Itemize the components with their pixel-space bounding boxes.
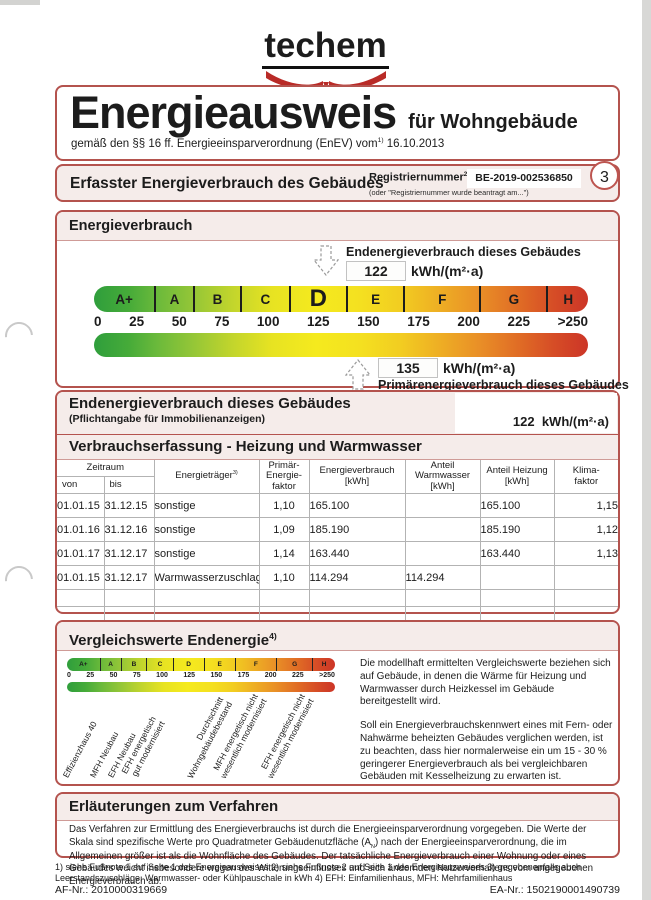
footnote-marker: 4) (269, 631, 277, 641)
verbrauch-table-heading: Verbrauchserfassung - Heizung und Warmwa… (57, 435, 618, 460)
endrow-value: 122 kWh/(m²·a) (455, 393, 617, 433)
title-box: Energieausweis für Wohngebäude gemäß den… (55, 85, 620, 161)
table-row: 01.01.15 31.12.17 Warmwasserzuschlag 1,1… (56, 565, 619, 590)
document-subtitle: für Wohngebäude (408, 111, 578, 133)
registration-number-note: (oder "Registriernummer wurde beantragt … (369, 188, 529, 197)
energieverbrauch-heading: Energieverbrauch (57, 212, 618, 241)
techem-logo: techem (0, 27, 651, 92)
energy-class-c: C (240, 286, 288, 312)
erlaeuterungen-body: Das Verfahren zur Ermittlung des Energie… (69, 824, 593, 888)
arrow-up-icon (345, 359, 371, 390)
col-header-pef: Primär- Energie- faktor (258, 459, 310, 494)
energy-class-e: E (345, 286, 403, 312)
primaerenergie-value: 135 (378, 358, 438, 378)
comparison-explanation-text: Die modellhaft ermittelten Vergleichswer… (360, 658, 613, 795)
energy-gradient-bar (94, 333, 588, 357)
energy-scale: A+ A B C D E F G H 0 25 50 75 100 125 150 175 20… (94, 286, 588, 357)
col-header-bis: bis (103, 476, 155, 494)
section-header-bar: Erfasster Energieverbrauch des Gebäudes … (55, 164, 620, 202)
footnote-marker: 1) (377, 137, 384, 145)
footnote-marker: 2) (464, 171, 470, 178)
reference-numbers: AF-Nr.: 2010000319669 EA-Nr.: 1502190001… (55, 884, 620, 896)
col-header-zeitraum: Zeitraum (56, 459, 155, 477)
section-header-title: Erfasster Energieverbrauch des Gebäudes (70, 175, 384, 192)
table-row: 01.01.16 31.12.16 sonstige 1,09 185.190 … (56, 517, 619, 542)
binder-hole (0, 560, 39, 600)
scan-edge-top (0, 0, 40, 5)
energy-class-b: B (192, 286, 240, 312)
table-row: 01.01.17 31.12.17 sonstige 1,14 163.440 … (56, 541, 619, 566)
endenergie-label: Endenergieverbrauch dieses Gebäudes (346, 245, 581, 259)
document-title: Energieausweis (70, 87, 397, 138)
energy-class-d-current: D (288, 286, 346, 312)
registration-number-label: Registriernummer2) (369, 171, 469, 184)
ea-number: EA-Nr.: 1502190001490739 (489, 884, 620, 896)
energy-class-bands: A+ A B C D E F G H (94, 286, 588, 312)
endenergie-annotation: Endenergieverbrauch dieses Gebäudes 122 k… (313, 245, 581, 281)
col-header-anteil-heizung: Anteil Heizung [kWh] (479, 459, 555, 494)
endenergie-value: 122 (346, 261, 406, 281)
legal-reference: gemäß den §§ 16 ff. Energieeinsparverord… (71, 137, 445, 151)
scan-edge-right (642, 0, 651, 900)
comparison-scale-ticks: 0 25 50 75 100 125 150 175 200 225 >250 (67, 672, 335, 679)
primaerenergie-annotation: 135 kWh/(m²·a) Primärenergieverbrauch die… (345, 358, 629, 392)
page-number-badge: 3 (590, 161, 619, 190)
vergleichswerte-heading: Vergleichswerte Endenergie4) (57, 622, 618, 651)
footnote-line-1: 1) siehe Fußnote 1 auf Seite 1 des Energ… (55, 862, 581, 872)
energy-scale-ticks: 0 25 50 75 100 125 150 175 200 225 >250 (94, 314, 588, 329)
footnote-marker: 3) (232, 470, 238, 477)
footnotes: 1) siehe Fußnote 1 auf Seite 1 des Energ… (55, 862, 620, 885)
energy-class-h: H (546, 286, 587, 312)
endrow-title: Endenergieverbrauch dieses Gebäudes (69, 395, 351, 412)
techem-logo-text: techem (262, 27, 389, 69)
col-header-von: von (56, 476, 105, 494)
endenergie-unit: kWh/(m²·a) (411, 263, 484, 279)
comparison-gradient-bar (67, 682, 335, 692)
registration-number-value: BE-2019-002536850 (467, 169, 581, 188)
subscript-n: N (370, 843, 375, 850)
arrow-down-icon (313, 245, 339, 276)
energy-class-g: G (479, 286, 546, 312)
verbrauch-table: Zeitraum Energieträger3) Primär- Energie… (56, 459, 619, 624)
comparison-paragraph-2: Soll ein Energieverbrauchskennwert eines… (360, 720, 613, 783)
table-row: 01.01.15 31.12.15 sonstige 1,10 165.100 … (56, 493, 619, 518)
erlaeuterungen-section: Erläuterungen zum Verfahren Das Verfahre… (55, 792, 620, 887)
comparison-energy-scale: A+ A B C D E F G H 0 25 50 75 100 125 150 175 20… (67, 658, 335, 692)
comparison-class-bands: A+ A B C D E F G H (67, 658, 335, 671)
energy-class-a-plus: A+ (115, 291, 133, 307)
comparison-paragraph-1: Die modellhaft ermittelten Vergleichswer… (360, 658, 611, 708)
primaerenergie-unit: kWh/(m²·a) (443, 360, 516, 376)
comparison-markers: Effizienzhaus 40 MFH Neubau EFH Neubau E… (61, 692, 377, 780)
erlaeuterungen-heading: Erläuterungen zum Verfahren (57, 794, 618, 821)
table-row-empty (56, 589, 619, 607)
energy-class-a: A (154, 286, 193, 312)
primaerenergie-label: Primärenergieverbrauch dieses Gebäudes (378, 378, 629, 392)
energy-class-f: F (403, 286, 479, 312)
col-header-energietraeger: Energieträger3) (153, 459, 260, 494)
endenergie-pflichtangabe-row: Endenergieverbrauch dieses Gebäudes (Pfl… (57, 392, 618, 435)
endrow-subtitle: (Pflichtangabe für Immobilienanzeigen) (69, 413, 266, 425)
verbrauchserfassung-section: Endenergieverbrauch dieses Gebäudes (Pfl… (55, 390, 620, 624)
footnote-line-2: Leerstandszuschläge, Warmwasser- oder Kü… (55, 873, 513, 884)
binder-hole (0, 316, 39, 356)
col-header-klimafaktor: Klima- faktor (553, 459, 619, 494)
energieverbrauch-section: Energieverbrauch Endenergieverbrauch die… (55, 210, 629, 392)
vergleichswerte-section: Vergleichswerte Endenergie4) A+ A B C D … (55, 620, 620, 786)
col-header-anteil-warmwasser: Anteil Warmwasser [kWh] (404, 459, 481, 494)
af-number: AF-Nr.: 2010000319669 (55, 884, 168, 896)
col-header-energieverbrauch: Energieverbrauch [kWh] (308, 459, 406, 494)
